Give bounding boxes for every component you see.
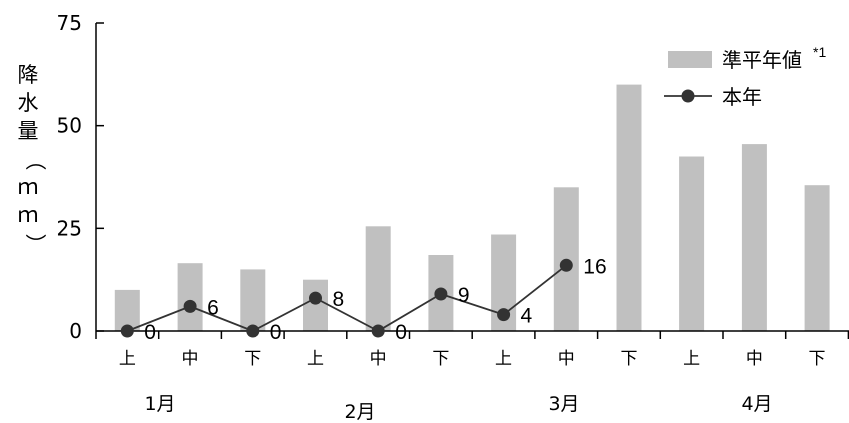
y-axis-title-char-6: ） <box>23 234 47 255</box>
y-tick-label-3: 75 <box>57 11 82 35</box>
y-tick-label-0: 0 <box>69 319 82 343</box>
data-label-5: 9 <box>458 284 470 307</box>
y-tick-label-1: 25 <box>57 216 82 240</box>
x-category-label-7: 中 <box>558 349 575 369</box>
bar-3 <box>303 279 328 331</box>
y-axis-title-char-2: 量 <box>18 119 39 143</box>
labels: 0 6 0 8 0 9 4 16 <box>144 255 606 344</box>
bar-0 <box>114 289 140 331</box>
x-category-label-6: 上 <box>495 349 512 369</box>
legend-label-normal: 準平年値 <box>722 48 802 72</box>
legend-swatch-marker <box>681 89 695 103</box>
bar-8 <box>616 84 642 331</box>
this-year-point-0 <box>120 324 134 338</box>
this-year-point-2 <box>246 324 260 338</box>
x-category-label-4: 中 <box>370 349 387 369</box>
y-axis-title-char-0: 降 <box>18 63 39 87</box>
this-year-line <box>120 258 573 338</box>
legend: 準平年値 *1 本年 <box>664 44 826 109</box>
this-year-point-1 <box>183 299 197 313</box>
data-label-6: 4 <box>521 305 533 328</box>
this-year-point-7 <box>559 258 573 272</box>
legend-swatch-bar <box>668 51 712 68</box>
data-label-2: 0 <box>270 321 282 344</box>
legend-label-normal-sup: *1 <box>813 44 826 60</box>
data-label-3: 8 <box>333 288 345 311</box>
x-category-label-0: 上 <box>119 349 136 369</box>
month-label-1: 2月 <box>344 401 375 423</box>
y-axis-title-char-5: ｍ <box>18 203 39 227</box>
bar-11 <box>804 185 830 331</box>
x-category-label-2: 下 <box>244 349 261 369</box>
normal-bars <box>114 84 830 331</box>
x-category-label-1: 中 <box>182 349 199 369</box>
data-label-4: 0 <box>395 321 407 344</box>
bar-4 <box>365 226 391 331</box>
month-label-3: 4月 <box>741 393 772 415</box>
y-axis-title-char-4: ｍ <box>18 175 39 199</box>
x-category-label-5: 下 <box>432 349 449 369</box>
bar-1 <box>177 263 203 331</box>
y-axis-title-char-1: 水 <box>18 91 39 115</box>
x-category-label-9: 上 <box>683 349 700 369</box>
x-category-label-10: 中 <box>746 349 763 369</box>
month-label-0: 1月 <box>144 393 175 415</box>
this-year-point-3 <box>309 291 322 305</box>
bar-2 <box>240 269 266 331</box>
bar-9 <box>679 156 705 331</box>
data-label-0: 0 <box>144 321 156 344</box>
data-label-1: 6 <box>207 296 219 319</box>
this-year-point-5 <box>434 287 448 301</box>
legend-label-this-year: 本年 <box>722 85 762 109</box>
this-year-point-6 <box>497 308 511 322</box>
axes: 0 25 50 75 上 中 下 上 中 下 上 中 下 上 中 下 1月 2月 3月 4月 降水量 （ ｍｍ ） <box>18 11 849 423</box>
x-category-label-3: 上 <box>307 349 324 369</box>
this-year-polyline <box>126 264 567 333</box>
month-label-2: 3月 <box>548 393 579 415</box>
this-year-point-4 <box>371 324 385 338</box>
x-category-label-8: 下 <box>620 349 637 369</box>
data-label-7: 16 <box>583 255 606 278</box>
y-tick-label-2: 50 <box>57 114 82 138</box>
bar-10 <box>741 144 767 331</box>
y-axis-title-char-3: （ <box>23 150 47 171</box>
x-category-label-11: 下 <box>809 349 826 369</box>
